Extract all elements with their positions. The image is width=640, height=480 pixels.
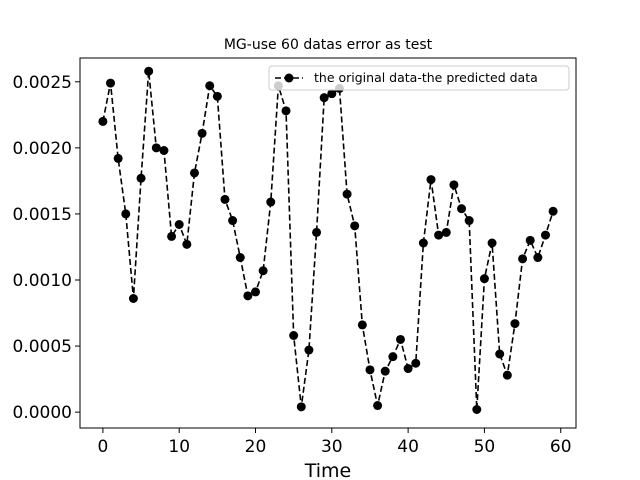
- data-point: [121, 209, 131, 219]
- data-point: [357, 320, 367, 330]
- data-point: [128, 294, 138, 303]
- data-point: [258, 266, 268, 276]
- data-point: [540, 230, 550, 240]
- data-point: [373, 401, 383, 411]
- data-point: [457, 204, 467, 214]
- data-point: [197, 128, 207, 138]
- data-point: [388, 352, 398, 362]
- data-point: [350, 221, 360, 231]
- x-tick-label: 0: [97, 437, 108, 457]
- data-point: [380, 366, 390, 376]
- data-point: [533, 253, 543, 263]
- data-point: [525, 235, 535, 245]
- data-point: [464, 216, 474, 226]
- data-point: [418, 238, 428, 248]
- data-point: [395, 334, 405, 344]
- data-point: [510, 319, 520, 329]
- data-point: [113, 153, 123, 163]
- x-tick-label: 50: [474, 437, 496, 457]
- data-point: [189, 168, 199, 178]
- data-point: [235, 253, 245, 263]
- y-tick-label: 0.0005: [13, 337, 72, 357]
- data-point: [266, 197, 276, 207]
- y-tick-label: 0.0020: [13, 139, 72, 159]
- data-point: [312, 227, 322, 237]
- data-point: [441, 227, 451, 237]
- x-axis-label: Time: [304, 460, 352, 480]
- x-tick-label: 30: [321, 437, 343, 457]
- series-layer: [98, 66, 558, 414]
- data-point: [327, 89, 337, 99]
- data-point: [342, 189, 352, 199]
- x-tick-label: 20: [245, 437, 267, 457]
- data-point: [449, 180, 459, 190]
- data-point: [182, 239, 192, 249]
- data-point: [304, 345, 314, 355]
- data-point: [479, 274, 489, 284]
- y-axis: 0.0000 0.0005 0.0010 0.0015 0.0020 0.0025: [13, 73, 80, 423]
- data-point: [220, 194, 230, 204]
- data-point: [411, 358, 421, 368]
- data-point: [502, 370, 512, 380]
- x-tick-label: 40: [397, 437, 419, 457]
- data-point: [151, 143, 161, 153]
- data-point: [434, 230, 444, 240]
- data-point: [174, 220, 184, 229]
- y-tick-label: 0.0000: [13, 403, 72, 423]
- y-tick-label: 0.0025: [13, 73, 72, 93]
- data-point: [98, 116, 108, 126]
- data-point: [228, 216, 238, 226]
- data-point: [159, 146, 169, 155]
- data-point: [136, 173, 146, 183]
- data-point: [319, 93, 329, 103]
- data-point: [495, 349, 505, 359]
- legend-label: the original data-the predicted data: [314, 70, 538, 85]
- x-tick-label: 60: [550, 437, 572, 457]
- data-point: [167, 231, 177, 241]
- data-point: [289, 331, 299, 340]
- data-point: [212, 91, 222, 101]
- data-point: [548, 206, 558, 216]
- data-point: [251, 287, 261, 297]
- x-tick-label: 10: [168, 437, 190, 457]
- data-point: [144, 66, 154, 76]
- legend-marker: [284, 73, 294, 83]
- legend-box: [268, 65, 570, 91]
- y-tick-label: 0.0010: [13, 271, 72, 291]
- plot-frame: [79, 57, 577, 429]
- x-axis: 0 10 20 30 40 50 60: [97, 428, 572, 457]
- data-point: [296, 402, 306, 412]
- data-point: [243, 291, 253, 301]
- chart-title: MG-use 60 datas error as test: [224, 37, 433, 53]
- data-point: [487, 238, 497, 248]
- data-point: [403, 364, 413, 374]
- data-point: [106, 78, 116, 88]
- data-point: [426, 175, 436, 185]
- data-point: [472, 405, 482, 414]
- data-point: [365, 365, 375, 375]
- data-point: [281, 106, 291, 116]
- y-tick-label: 0.0015: [13, 205, 72, 225]
- legend: the original data-the predicted data: [268, 65, 570, 91]
- data-point: [205, 81, 215, 91]
- data-point: [518, 254, 528, 264]
